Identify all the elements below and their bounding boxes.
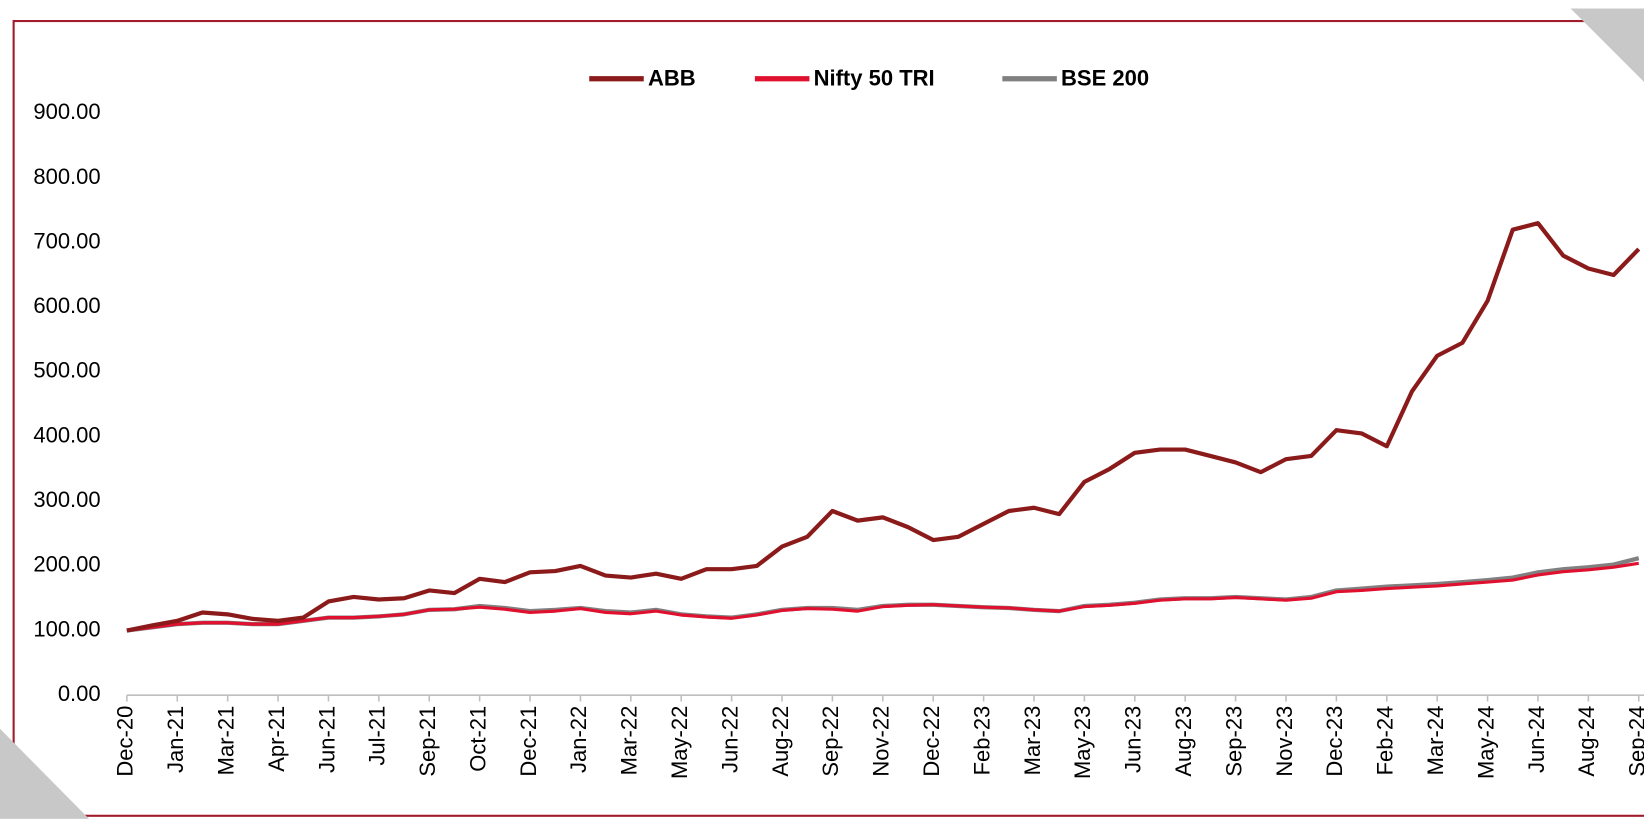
- y-tick-label: 300.00: [33, 487, 100, 512]
- corner-decoration: [1570, 8, 1644, 82]
- x-tick-label: Mar-22: [617, 706, 642, 776]
- x-tick-label: Oct-21: [465, 706, 490, 772]
- series-line: [126, 561, 1639, 633]
- x-tick-label: Dec-21: [516, 706, 541, 777]
- y-tick-label: 800.00: [33, 164, 100, 189]
- legend-label: BSE 200: [1061, 66, 1149, 91]
- y-tick-label: 600.00: [33, 293, 100, 318]
- x-tick-label: Mar-21: [213, 706, 238, 776]
- x-tick-label: Aug-22: [768, 706, 793, 777]
- x-tick-label: May-24: [1473, 706, 1498, 779]
- frame: [12, 19, 1644, 817]
- x-tick-label: May-23: [1070, 706, 1095, 779]
- x-tick-label: Jul-21: [365, 706, 390, 766]
- y-tick-label: 0.00: [58, 681, 101, 706]
- x-tick-label: Feb-24: [1373, 706, 1398, 776]
- x-tick-label: Sep-23: [1221, 706, 1246, 777]
- x-tick-label: Sep-22: [818, 706, 843, 777]
- corner-decoration: [0, 728, 90, 819]
- x-tick-label: Aug-23: [1171, 706, 1196, 777]
- x-tick-label: Jan-21: [163, 706, 188, 773]
- y-tick-label: 500.00: [33, 358, 100, 383]
- x-tick-label: Jun-23: [1121, 706, 1146, 773]
- series-line: [126, 221, 1641, 633]
- y-tick-label: 200.00: [33, 552, 100, 577]
- series-line: [126, 556, 1640, 633]
- legend-label: ABB: [648, 66, 696, 91]
- x-tick-label: Apr-21: [264, 706, 289, 772]
- x-tick-label: Dec-22: [919, 706, 944, 777]
- x-tick-label: Feb-23: [969, 706, 994, 776]
- x-tick-label: Mar-24: [1423, 706, 1448, 776]
- x-tick-label: Sep-21: [415, 706, 440, 777]
- y-tick-label: 700.00: [33, 228, 100, 253]
- x-tick-label: Nov-22: [869, 706, 894, 777]
- x-tick-label: May-22: [667, 706, 692, 779]
- x-tick-label: Aug-24: [1574, 706, 1599, 777]
- y-tick-label: 900.00: [33, 99, 100, 124]
- x-tick-label: Nov-23: [1272, 706, 1297, 777]
- x-tick-label: Jun-22: [717, 706, 742, 773]
- x-tick-label: Mar-23: [1020, 706, 1045, 776]
- x-tick-label: Dec-23: [1322, 706, 1347, 777]
- x-tick-label: Jun-21: [314, 706, 339, 773]
- y-tick-label: 100.00: [33, 616, 100, 641]
- x-tick-label: Jan-22: [566, 706, 591, 773]
- x-tick-label: Jun-24: [1524, 706, 1549, 773]
- legend-label: Nifty 50 TRI: [814, 66, 935, 91]
- y-tick-label: 400.00: [33, 422, 100, 447]
- x-tick-label: Dec-20: [113, 706, 138, 777]
- x-tick-label: Sep-24: [1625, 706, 1644, 777]
